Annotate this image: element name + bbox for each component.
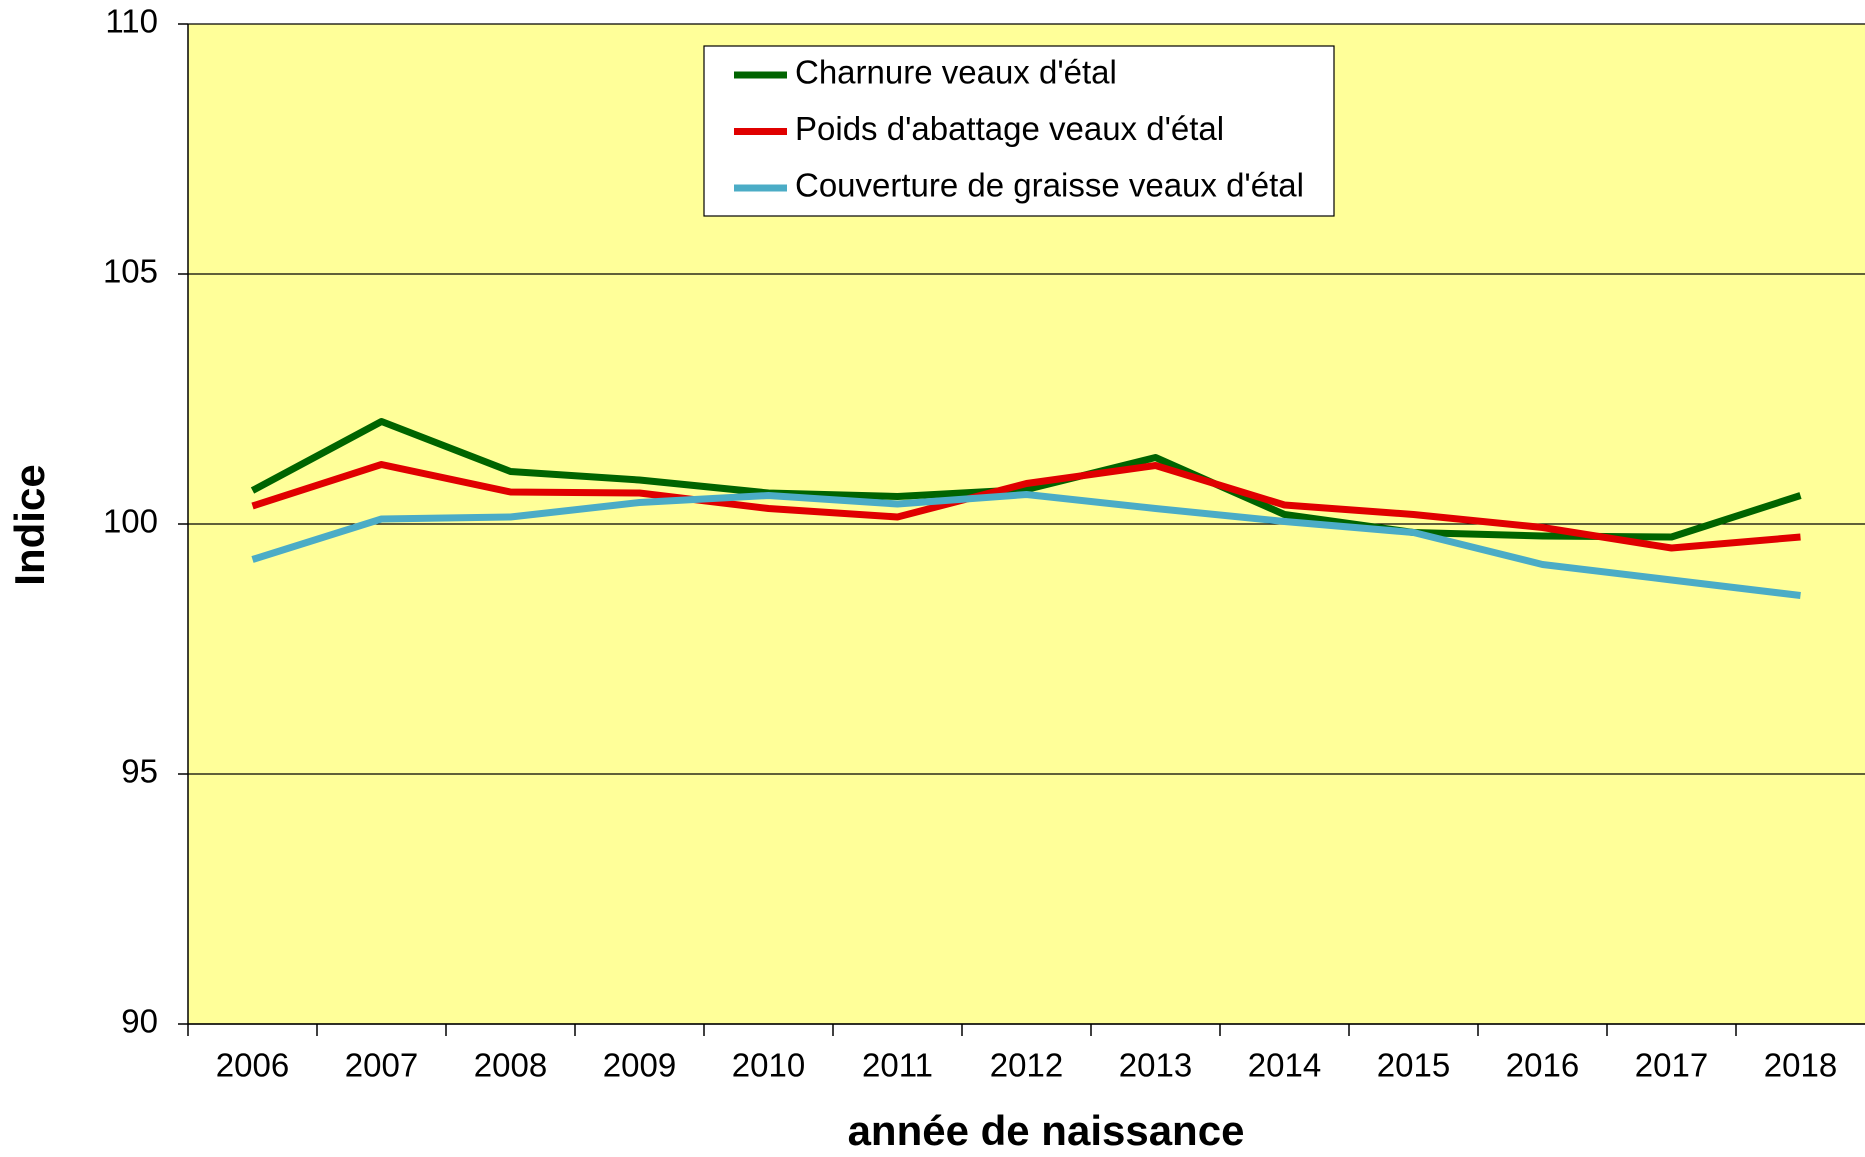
x-tick-label: 2007: [345, 1047, 418, 1084]
legend-label: Charnure veaux d'étal: [795, 54, 1117, 91]
x-tick-label: 2011: [862, 1047, 933, 1084]
legend-box: [703, 45, 1335, 217]
series-line: [250, 418, 1802, 541]
x-tick-label: 2010: [732, 1047, 805, 1084]
x-axis-title: année de naissance: [848, 1107, 1245, 1154]
x-tick-label: 2012: [990, 1047, 1063, 1084]
x-tick-label: 2016: [1506, 1047, 1579, 1084]
y-tick-label: 110: [105, 3, 158, 40]
series-line: [251, 491, 1801, 599]
x-tick-label: 2014: [1248, 1047, 1321, 1084]
legend-label: Poids d'abattage veaux d'étal: [795, 110, 1224, 147]
x-tick-label: 2017: [1635, 1047, 1708, 1084]
series-line: [251, 461, 1801, 552]
y-tick-label: 95: [121, 753, 158, 790]
x-tick-label: 2009: [603, 1047, 676, 1084]
y-tick-label: 100: [103, 503, 158, 540]
x-tick-label: 2015: [1377, 1047, 1450, 1084]
y-axis-title: Indice: [6, 464, 53, 585]
y-tick-label: 90: [121, 1003, 158, 1040]
x-tick-label: 2013: [1119, 1047, 1192, 1084]
x-tick-label: 2018: [1764, 1047, 1837, 1084]
x-tick-label: 2008: [474, 1047, 547, 1084]
x-tick-label: 2006: [216, 1047, 289, 1084]
y-tick-label: 105: [103, 253, 158, 290]
legend-label: Couverture de graisse veaux d'étal: [795, 167, 1304, 204]
